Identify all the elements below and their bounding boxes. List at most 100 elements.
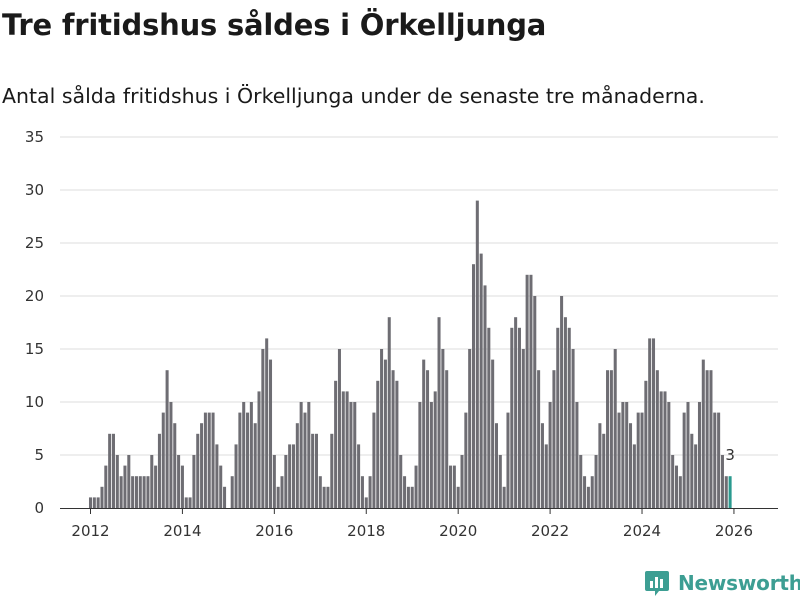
bar (123, 465, 127, 508)
bar (372, 412, 376, 508)
bar (223, 486, 227, 508)
bar (188, 497, 192, 508)
x-tick-label: 2024 (623, 522, 661, 540)
bar (609, 370, 613, 508)
bar (376, 380, 380, 508)
bar (709, 370, 713, 508)
bar (548, 402, 552, 508)
bar (613, 349, 617, 508)
bar (96, 497, 100, 508)
bar (272, 455, 276, 508)
bar (280, 476, 284, 508)
bar-chart: 0 5 10 15 20 25 30 35 2012 2014 2016 2018 2020 2022 20… (25, 128, 778, 540)
y-tick-label: 35 (25, 128, 44, 146)
bar (586, 486, 590, 508)
bar (606, 370, 610, 508)
bar (165, 370, 169, 508)
y-tick-label: 0 (34, 499, 44, 517)
bar (104, 465, 108, 508)
bar (299, 402, 303, 508)
x-tick-label: 2020 (439, 522, 477, 540)
bar (192, 455, 196, 508)
bar (671, 455, 675, 508)
bar (265, 338, 269, 508)
bar (625, 402, 629, 508)
bar (180, 465, 184, 508)
bar (429, 402, 433, 508)
bar (410, 486, 414, 508)
bar (686, 402, 690, 508)
bar (341, 391, 345, 508)
bar (629, 423, 633, 508)
bar (460, 455, 464, 508)
bar (134, 476, 138, 508)
bar (249, 402, 253, 508)
bar (617, 412, 621, 508)
x-tick-label: 2018 (347, 522, 385, 540)
bar (295, 423, 299, 508)
bar (579, 455, 583, 508)
bar (138, 476, 142, 508)
bar (540, 423, 544, 508)
bar (422, 359, 426, 508)
bar (288, 444, 292, 508)
bar (583, 476, 587, 508)
bar (644, 380, 648, 508)
bar (403, 476, 407, 508)
bar (215, 444, 219, 508)
y-tick-label: 30 (25, 181, 44, 199)
bar (196, 433, 200, 508)
x-tick-label: 2014 (163, 522, 201, 540)
bar (697, 402, 701, 508)
bar (269, 359, 273, 508)
bar (544, 444, 548, 508)
bar (291, 444, 296, 508)
bar (475, 200, 479, 508)
bar (632, 444, 636, 508)
bar (563, 317, 567, 508)
bar (471, 264, 476, 508)
bar (364, 497, 368, 508)
bar (652, 338, 656, 508)
bar (142, 476, 146, 508)
bar (694, 444, 698, 508)
bar (100, 486, 104, 508)
bar (437, 317, 441, 508)
bar (322, 486, 326, 508)
bar (575, 402, 579, 508)
bar (334, 380, 338, 508)
bar (131, 476, 135, 508)
y-tick-label: 20 (25, 287, 44, 305)
bar (211, 412, 215, 508)
bar (345, 391, 349, 508)
bar (556, 327, 560, 508)
bar (602, 433, 606, 508)
bar-highlight (728, 476, 732, 508)
chart-subtitle: Antal sålda fritidshus i Örkelljunga und… (2, 84, 705, 108)
bar (517, 327, 521, 508)
bar (200, 423, 204, 508)
x-tick-label: 2012 (71, 522, 109, 540)
bar (157, 433, 161, 508)
newsworthy-logo: Newsworthy (644, 568, 800, 598)
newsworthy-logo-icon (645, 571, 669, 596)
bar (506, 412, 510, 508)
bar (127, 455, 131, 508)
bar (257, 391, 261, 508)
bar (655, 370, 659, 508)
bar (636, 412, 640, 508)
bar (433, 391, 437, 508)
bar (242, 402, 246, 508)
bar (311, 433, 315, 508)
bar (533, 296, 537, 508)
bar (150, 455, 154, 508)
bar (521, 349, 525, 508)
bar (399, 455, 403, 508)
bar (529, 274, 533, 508)
y-tick-label: 5 (34, 446, 44, 464)
bar (207, 412, 211, 508)
bar (659, 391, 663, 508)
bar (514, 317, 518, 508)
bar (441, 349, 445, 508)
bar (502, 486, 506, 508)
